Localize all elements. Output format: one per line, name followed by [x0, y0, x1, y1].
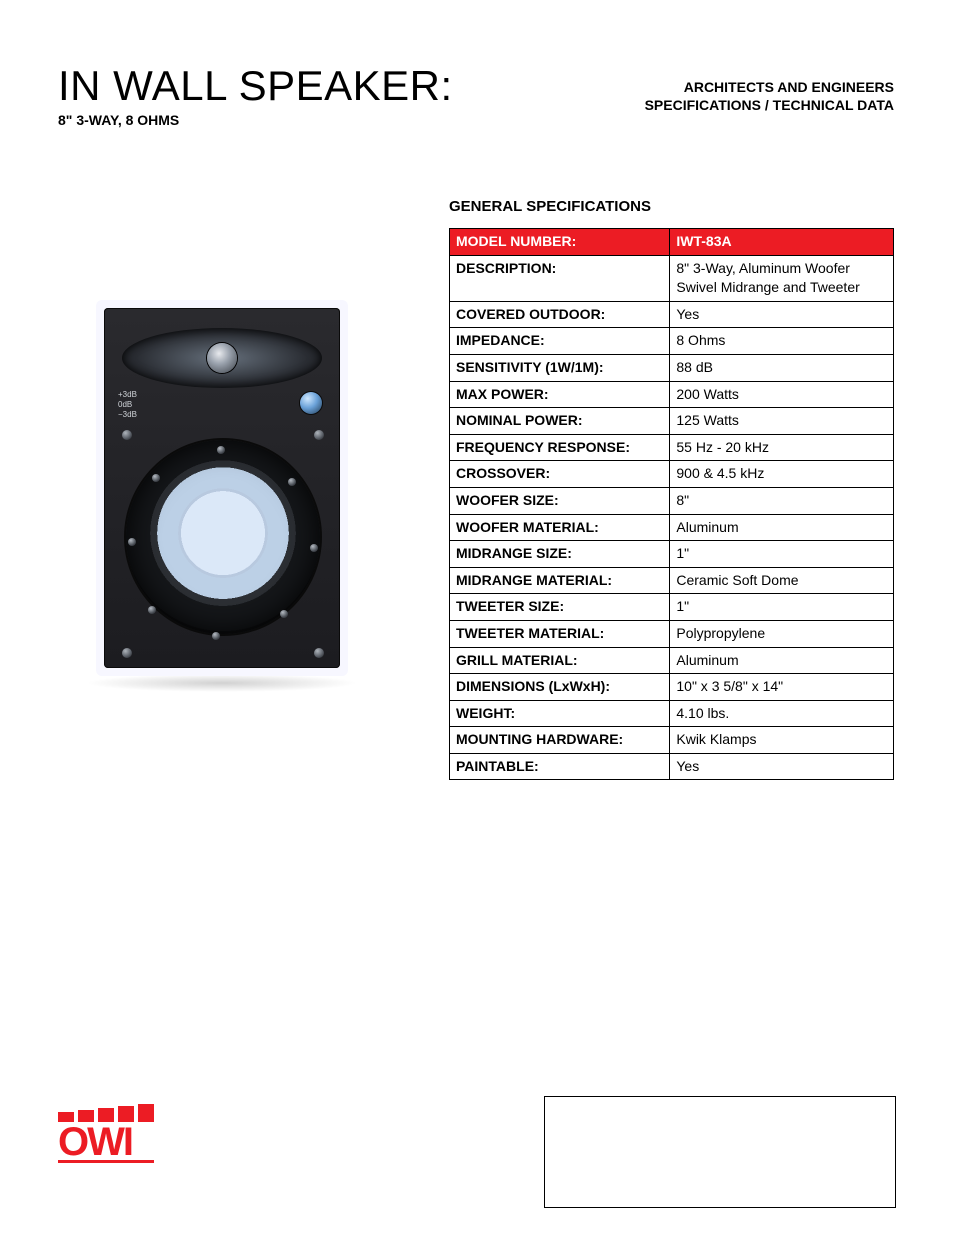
spec-value: 88 dB: [670, 354, 894, 381]
spec-value: 8" 3-Way, Aluminum Woofer Swivel Midrang…: [670, 255, 894, 301]
spec-label: PAINTABLE:: [450, 753, 670, 780]
product-image: +3dB0dB−3dB: [82, 292, 362, 700]
screw-icon: [314, 648, 324, 658]
spec-value: Yes: [670, 753, 894, 780]
level-knob-icon: [300, 392, 322, 414]
spec-value: Polypropylene: [670, 620, 894, 647]
brand-logo: OWI: [58, 1104, 154, 1164]
spec-value: Aluminum: [670, 514, 894, 541]
spec-label: SENSITIVITY (1W/1M):: [450, 354, 670, 381]
spec-label: IMPEDANCE:: [450, 328, 670, 355]
table-header-label: MODEL NUMBER:: [450, 229, 670, 256]
table-row: TWEETER MATERIAL:Polypropylene: [450, 620, 894, 647]
spec-label: MOUNTING HARDWARE:: [450, 727, 670, 754]
woofer-cone-icon: [126, 440, 320, 634]
page-title: IN WALL SPEAKER:: [58, 62, 453, 110]
switch-labels: +3dB0dB−3dB: [118, 390, 178, 420]
table-row: MIDRANGE MATERIAL:Ceramic Soft Dome: [450, 567, 894, 594]
spec-value: 8 Ohms: [670, 328, 894, 355]
spec-value: Kwik Klamps: [670, 727, 894, 754]
bolt-icon: [288, 478, 296, 486]
spec-label: TWEETER MATERIAL:: [450, 620, 670, 647]
spec-value: Aluminum: [670, 647, 894, 674]
bolt-icon: [212, 632, 220, 640]
table-row: DIMENSIONS (LxWxH):10" x 3 5/8" x 14": [450, 674, 894, 701]
spec-value: 10" x 3 5/8" x 14": [670, 674, 894, 701]
spec-value: 1": [670, 594, 894, 621]
table-row: SENSITIVITY (1W/1M):88 dB: [450, 354, 894, 381]
logo-text: OWI: [58, 1122, 132, 1162]
bolt-icon: [152, 474, 160, 482]
header-right-line2: SPECIFICATIONS / TECHNICAL DATA: [645, 96, 894, 114]
table-header-value: IWT-83A: [670, 229, 894, 256]
spec-label: CROSSOVER:: [450, 461, 670, 488]
spec-value: 4.10 lbs.: [670, 700, 894, 727]
footer-blank-box: [544, 1096, 896, 1208]
table-row: GRILL MATERIAL:Aluminum: [450, 647, 894, 674]
spec-label: MIDRANGE MATERIAL:: [450, 567, 670, 594]
spec-value: Yes: [670, 301, 894, 328]
table-row: WOOFER MATERIAL:Aluminum: [450, 514, 894, 541]
table-row: FREQUENCY RESPONSE:55 Hz - 20 kHz: [450, 434, 894, 461]
spec-value: 200 Watts: [670, 381, 894, 408]
table-row: WEIGHT:4.10 lbs.: [450, 700, 894, 727]
header-right-line1: ARCHITECTS AND ENGINEERS: [645, 78, 894, 96]
page: IN WALL SPEAKER: 8" 3-WAY, 8 OHMS ARCHIT…: [0, 0, 954, 1235]
spec-label: WOOFER SIZE:: [450, 487, 670, 514]
page-subtitle: 8" 3-WAY, 8 OHMS: [58, 112, 453, 128]
table-row: WOOFER SIZE:8": [450, 487, 894, 514]
table-header-row: MODEL NUMBER: IWT-83A: [450, 229, 894, 256]
bolt-icon: [128, 538, 136, 546]
tweeter-cone-icon: [207, 343, 237, 373]
table-row: IMPEDANCE:8 Ohms: [450, 328, 894, 355]
table-row: NOMINAL POWER:125 Watts: [450, 408, 894, 435]
table-row: CROSSOVER:900 & 4.5 kHz: [450, 461, 894, 488]
spec-label: DESCRIPTION:: [450, 255, 670, 301]
spec-table: MODEL NUMBER: IWT-83A DESCRIPTION:8" 3-W…: [449, 228, 894, 780]
spec-value: 900 & 4.5 kHz: [670, 461, 894, 488]
spec-value: 125 Watts: [670, 408, 894, 435]
screw-icon: [314, 430, 324, 440]
tweeter-housing: [122, 328, 322, 388]
spec-label: NOMINAL POWER:: [450, 408, 670, 435]
title-block: IN WALL SPEAKER: 8" 3-WAY, 8 OHMS: [58, 62, 453, 128]
table-row: COVERED OUTDOOR:Yes: [450, 301, 894, 328]
spec-label: WOOFER MATERIAL:: [450, 514, 670, 541]
spec-label: TWEETER SIZE:: [450, 594, 670, 621]
bolt-icon: [148, 606, 156, 614]
section-title: GENERAL SPECIFICATIONS: [449, 198, 651, 215]
bolt-icon: [217, 446, 225, 454]
spec-label: GRILL MATERIAL:: [450, 647, 670, 674]
spec-value: Ceramic Soft Dome: [670, 567, 894, 594]
screw-icon: [122, 648, 132, 658]
screw-icon: [122, 430, 132, 440]
spec-value: 1": [670, 541, 894, 568]
table-row: DESCRIPTION:8" 3-Way, Aluminum Woofer Sw…: [450, 255, 894, 301]
bolt-icon: [310, 544, 318, 552]
spec-value: 55 Hz - 20 kHz: [670, 434, 894, 461]
header-right: ARCHITECTS AND ENGINEERS SPECIFICATIONS …: [645, 78, 894, 114]
spec-label: MAX POWER:: [450, 381, 670, 408]
spec-value: 8": [670, 487, 894, 514]
table-row: TWEETER SIZE:1": [450, 594, 894, 621]
spec-label: MIDRANGE SIZE:: [450, 541, 670, 568]
spec-label: FREQUENCY RESPONSE:: [450, 434, 670, 461]
table-row: MAX POWER:200 Watts: [450, 381, 894, 408]
table-row: PAINTABLE:Yes: [450, 753, 894, 780]
logo-underline: [58, 1160, 154, 1163]
spec-label: COVERED OUTDOOR:: [450, 301, 670, 328]
bolt-icon: [280, 610, 288, 618]
spec-label: WEIGHT:: [450, 700, 670, 727]
table-row: MIDRANGE SIZE:1": [450, 541, 894, 568]
product-shadow: [86, 674, 358, 692]
table-row: MOUNTING HARDWARE:Kwik Klamps: [450, 727, 894, 754]
spec-label: DIMENSIONS (LxWxH):: [450, 674, 670, 701]
